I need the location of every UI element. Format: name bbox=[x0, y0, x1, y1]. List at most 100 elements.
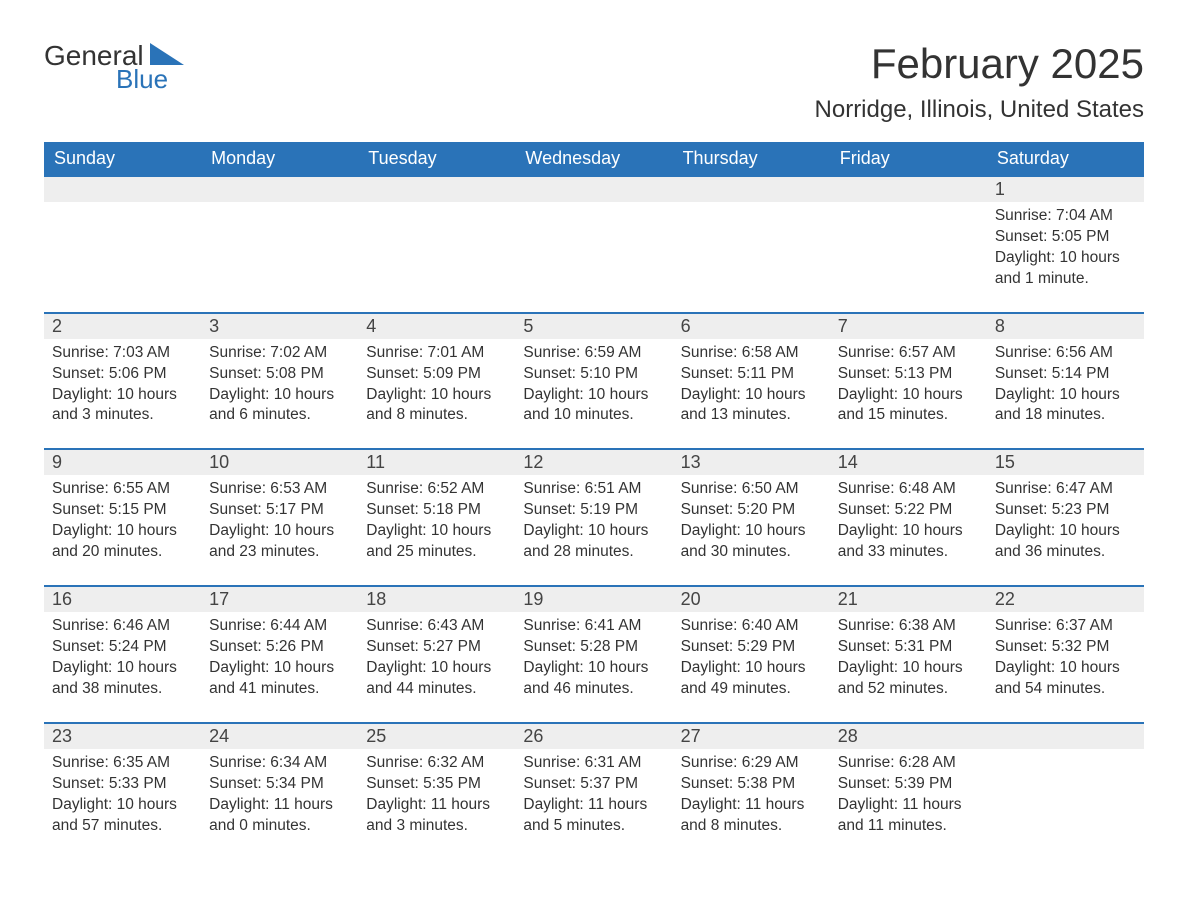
daynum-row: 9101112131415 bbox=[44, 449, 1144, 475]
daynum-row: 2345678 bbox=[44, 313, 1144, 339]
day-content-cell: Sunrise: 6:58 AMSunset: 5:11 PMDaylight:… bbox=[673, 339, 830, 450]
day-content-cell: Sunrise: 6:34 AMSunset: 5:34 PMDaylight:… bbox=[201, 749, 358, 859]
day-number-cell: 10 bbox=[201, 449, 358, 475]
day-sunrise: Sunrise: 6:58 AM bbox=[681, 343, 822, 364]
day-daylight: Daylight: 10 hours and 30 minutes. bbox=[681, 521, 822, 563]
content-row: Sunrise: 7:03 AMSunset: 5:06 PMDaylight:… bbox=[44, 339, 1144, 450]
day-number-cell: 28 bbox=[830, 723, 987, 749]
day-number-cell bbox=[987, 723, 1144, 749]
daynum-row: 1 bbox=[44, 176, 1144, 202]
day-number-cell bbox=[830, 176, 987, 202]
day-content-cell: Sunrise: 7:04 AMSunset: 5:05 PMDaylight:… bbox=[987, 202, 1144, 313]
weekday-header: Tuesday bbox=[358, 142, 515, 176]
day-sunrise: Sunrise: 6:44 AM bbox=[209, 616, 350, 637]
day-content-cell: Sunrise: 6:56 AMSunset: 5:14 PMDaylight:… bbox=[987, 339, 1144, 450]
day-daylight: Daylight: 10 hours and 44 minutes. bbox=[366, 658, 507, 700]
day-daylight: Daylight: 10 hours and 36 minutes. bbox=[995, 521, 1136, 563]
day-content-cell: Sunrise: 6:32 AMSunset: 5:35 PMDaylight:… bbox=[358, 749, 515, 859]
day-number-cell: 12 bbox=[515, 449, 672, 475]
day-number-cell: 11 bbox=[358, 449, 515, 475]
day-sunset: Sunset: 5:05 PM bbox=[995, 227, 1136, 248]
day-sunset: Sunset: 5:24 PM bbox=[52, 637, 193, 658]
day-daylight: Daylight: 10 hours and 28 minutes. bbox=[523, 521, 664, 563]
day-daylight: Daylight: 10 hours and 38 minutes. bbox=[52, 658, 193, 700]
day-number-cell: 24 bbox=[201, 723, 358, 749]
weekday-header-row: SundayMondayTuesdayWednesdayThursdayFrid… bbox=[44, 142, 1144, 176]
day-sunrise: Sunrise: 7:04 AM bbox=[995, 206, 1136, 227]
day-content-cell bbox=[987, 749, 1144, 859]
day-sunrise: Sunrise: 6:59 AM bbox=[523, 343, 664, 364]
day-sunset: Sunset: 5:37 PM bbox=[523, 774, 664, 795]
day-content-cell bbox=[44, 202, 201, 313]
day-sunset: Sunset: 5:28 PM bbox=[523, 637, 664, 658]
day-daylight: Daylight: 10 hours and 57 minutes. bbox=[52, 795, 193, 837]
day-sunrise: Sunrise: 6:38 AM bbox=[838, 616, 979, 637]
day-sunrise: Sunrise: 6:53 AM bbox=[209, 479, 350, 500]
day-sunrise: Sunrise: 6:34 AM bbox=[209, 753, 350, 774]
day-sunset: Sunset: 5:20 PM bbox=[681, 500, 822, 521]
day-number-cell: 18 bbox=[358, 586, 515, 612]
daynum-row: 232425262728 bbox=[44, 723, 1144, 749]
day-daylight: Daylight: 10 hours and 10 minutes. bbox=[523, 385, 664, 427]
day-daylight: Daylight: 10 hours and 54 minutes. bbox=[995, 658, 1136, 700]
day-daylight: Daylight: 10 hours and 18 minutes. bbox=[995, 385, 1136, 427]
day-daylight: Daylight: 10 hours and 41 minutes. bbox=[209, 658, 350, 700]
day-number-cell bbox=[44, 176, 201, 202]
day-number-cell bbox=[358, 176, 515, 202]
day-content-cell bbox=[515, 202, 672, 313]
day-sunset: Sunset: 5:10 PM bbox=[523, 364, 664, 385]
weekday-header: Thursday bbox=[673, 142, 830, 176]
day-daylight: Daylight: 10 hours and 52 minutes. bbox=[838, 658, 979, 700]
title-block: February 2025 Norridge, Illinois, United… bbox=[815, 40, 1144, 124]
day-sunrise: Sunrise: 6:55 AM bbox=[52, 479, 193, 500]
day-number-cell: 5 bbox=[515, 313, 672, 339]
day-number-cell: 20 bbox=[673, 586, 830, 612]
day-content-cell bbox=[830, 202, 987, 313]
day-content-cell: Sunrise: 6:52 AMSunset: 5:18 PMDaylight:… bbox=[358, 475, 515, 586]
day-sunrise: Sunrise: 6:51 AM bbox=[523, 479, 664, 500]
header: General Blue February 2025 Norridge, Ill… bbox=[44, 40, 1144, 124]
day-sunset: Sunset: 5:27 PM bbox=[366, 637, 507, 658]
content-row: Sunrise: 7:04 AMSunset: 5:05 PMDaylight:… bbox=[44, 202, 1144, 313]
day-sunset: Sunset: 5:06 PM bbox=[52, 364, 193, 385]
day-daylight: Daylight: 10 hours and 1 minute. bbox=[995, 248, 1136, 290]
weekday-header: Friday bbox=[830, 142, 987, 176]
day-sunrise: Sunrise: 6:46 AM bbox=[52, 616, 193, 637]
day-content-cell: Sunrise: 6:40 AMSunset: 5:29 PMDaylight:… bbox=[673, 612, 830, 723]
day-daylight: Daylight: 10 hours and 20 minutes. bbox=[52, 521, 193, 563]
day-number-cell: 8 bbox=[987, 313, 1144, 339]
day-number-cell bbox=[673, 176, 830, 202]
day-sunrise: Sunrise: 7:03 AM bbox=[52, 343, 193, 364]
day-daylight: Daylight: 10 hours and 3 minutes. bbox=[52, 385, 193, 427]
logo-text-2: Blue bbox=[116, 64, 184, 95]
day-number-cell: 4 bbox=[358, 313, 515, 339]
day-daylight: Daylight: 10 hours and 23 minutes. bbox=[209, 521, 350, 563]
day-number-cell: 26 bbox=[515, 723, 672, 749]
day-sunset: Sunset: 5:39 PM bbox=[838, 774, 979, 795]
day-sunset: Sunset: 5:22 PM bbox=[838, 500, 979, 521]
logo: General Blue bbox=[44, 40, 184, 95]
day-sunrise: Sunrise: 7:02 AM bbox=[209, 343, 350, 364]
day-sunrise: Sunrise: 6:57 AM bbox=[838, 343, 979, 364]
day-sunrise: Sunrise: 6:28 AM bbox=[838, 753, 979, 774]
day-content-cell: Sunrise: 6:35 AMSunset: 5:33 PMDaylight:… bbox=[44, 749, 201, 859]
weekday-header: Wednesday bbox=[515, 142, 672, 176]
day-sunset: Sunset: 5:11 PM bbox=[681, 364, 822, 385]
day-number-cell: 3 bbox=[201, 313, 358, 339]
day-number-cell: 9 bbox=[44, 449, 201, 475]
day-number-cell: 25 bbox=[358, 723, 515, 749]
day-sunset: Sunset: 5:08 PM bbox=[209, 364, 350, 385]
day-sunset: Sunset: 5:35 PM bbox=[366, 774, 507, 795]
day-sunset: Sunset: 5:18 PM bbox=[366, 500, 507, 521]
day-sunrise: Sunrise: 6:48 AM bbox=[838, 479, 979, 500]
day-number-cell: 27 bbox=[673, 723, 830, 749]
day-content-cell: Sunrise: 6:38 AMSunset: 5:31 PMDaylight:… bbox=[830, 612, 987, 723]
day-daylight: Daylight: 10 hours and 15 minutes. bbox=[838, 385, 979, 427]
month-title: February 2025 bbox=[815, 40, 1144, 88]
day-sunset: Sunset: 5:32 PM bbox=[995, 637, 1136, 658]
day-content-cell: Sunrise: 6:29 AMSunset: 5:38 PMDaylight:… bbox=[673, 749, 830, 859]
day-number-cell: 13 bbox=[673, 449, 830, 475]
day-daylight: Daylight: 10 hours and 8 minutes. bbox=[366, 385, 507, 427]
day-sunset: Sunset: 5:34 PM bbox=[209, 774, 350, 795]
day-daylight: Daylight: 10 hours and 46 minutes. bbox=[523, 658, 664, 700]
